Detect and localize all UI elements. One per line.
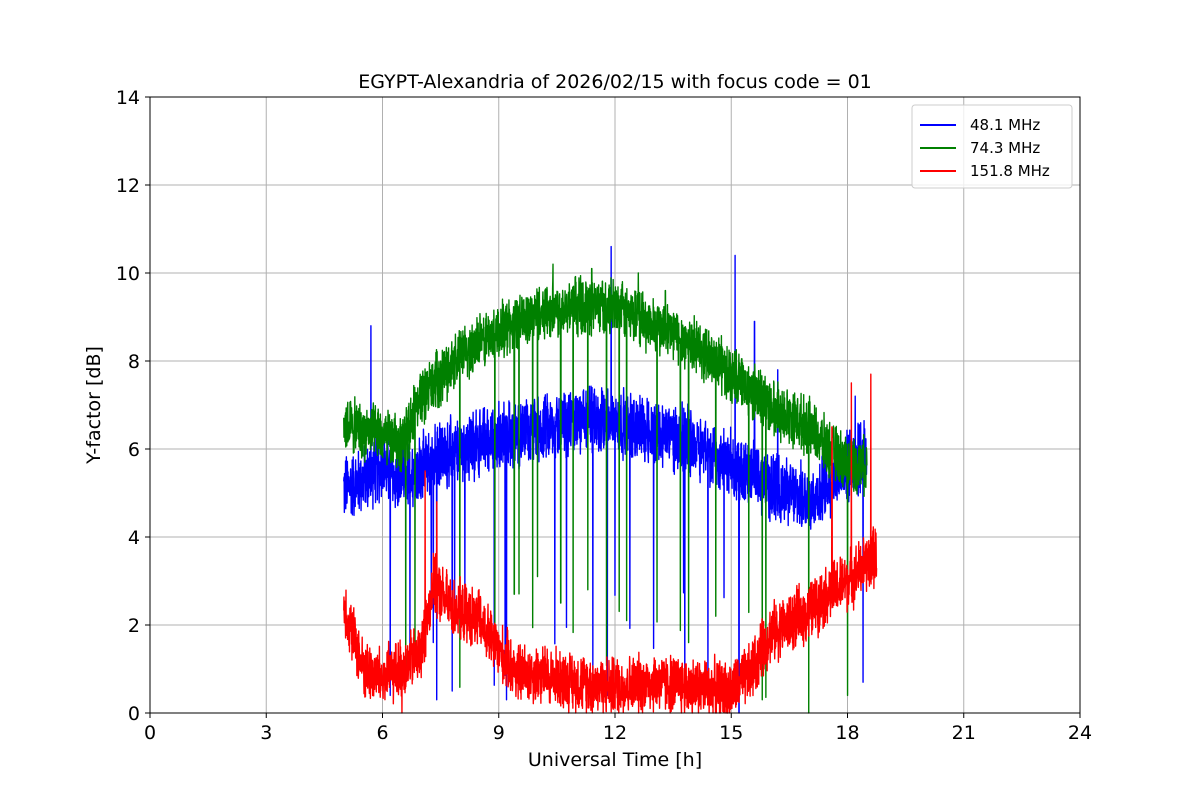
x-tick-label: 3 [260, 722, 272, 744]
x-tick-label: 12 [603, 722, 627, 744]
x-tick-label: 15 [719, 722, 743, 744]
x-tick-label: 18 [835, 722, 859, 744]
x-tick-label: 24 [1068, 722, 1092, 744]
y-tick-label: 2 [128, 615, 140, 637]
y-tick-label: 8 [128, 351, 140, 373]
y-tick-label: 12 [116, 175, 140, 197]
x-tick-label: 0 [144, 722, 156, 744]
y-tick-label: 4 [128, 527, 140, 549]
chart-title: EGYPT-Alexandria of 2026/02/15 with focu… [358, 71, 872, 93]
grid [149, 96, 1081, 714]
x-axis-ticks: 0 3 6 9 12 15 18 21 24 [144, 713, 1092, 744]
plot-frame [149, 96, 1081, 714]
x-axis-title: Universal Time [h] [528, 749, 702, 771]
y-tick-label: 10 [116, 263, 140, 285]
legend: 48.1 MHz 74.3 MHz 151.8 MHz [911, 104, 1073, 189]
series-layer [343, 245, 878, 714]
legend-label: 48.1 MHz [970, 116, 1040, 134]
y-axis-title: Y-factor [dB] [83, 346, 105, 465]
y-tick-label: 0 [128, 703, 140, 725]
x-tick-label: 21 [952, 722, 976, 744]
x-tick-label: 9 [493, 722, 505, 744]
series-line-151-8-mhz [343, 373, 878, 714]
legend-label: 74.3 MHz [970, 139, 1040, 157]
series-line-74-3-mhz [343, 263, 868, 714]
y-axis-ticks: 0 2 4 6 8 10 12 14 [116, 87, 150, 725]
legend-label: 151.8 MHz [970, 162, 1050, 180]
y-tick-label: 14 [116, 87, 140, 109]
y-tick-label: 6 [128, 439, 140, 461]
x-tick-label: 6 [376, 722, 388, 744]
series-line-48-1-mhz [343, 245, 868, 714]
